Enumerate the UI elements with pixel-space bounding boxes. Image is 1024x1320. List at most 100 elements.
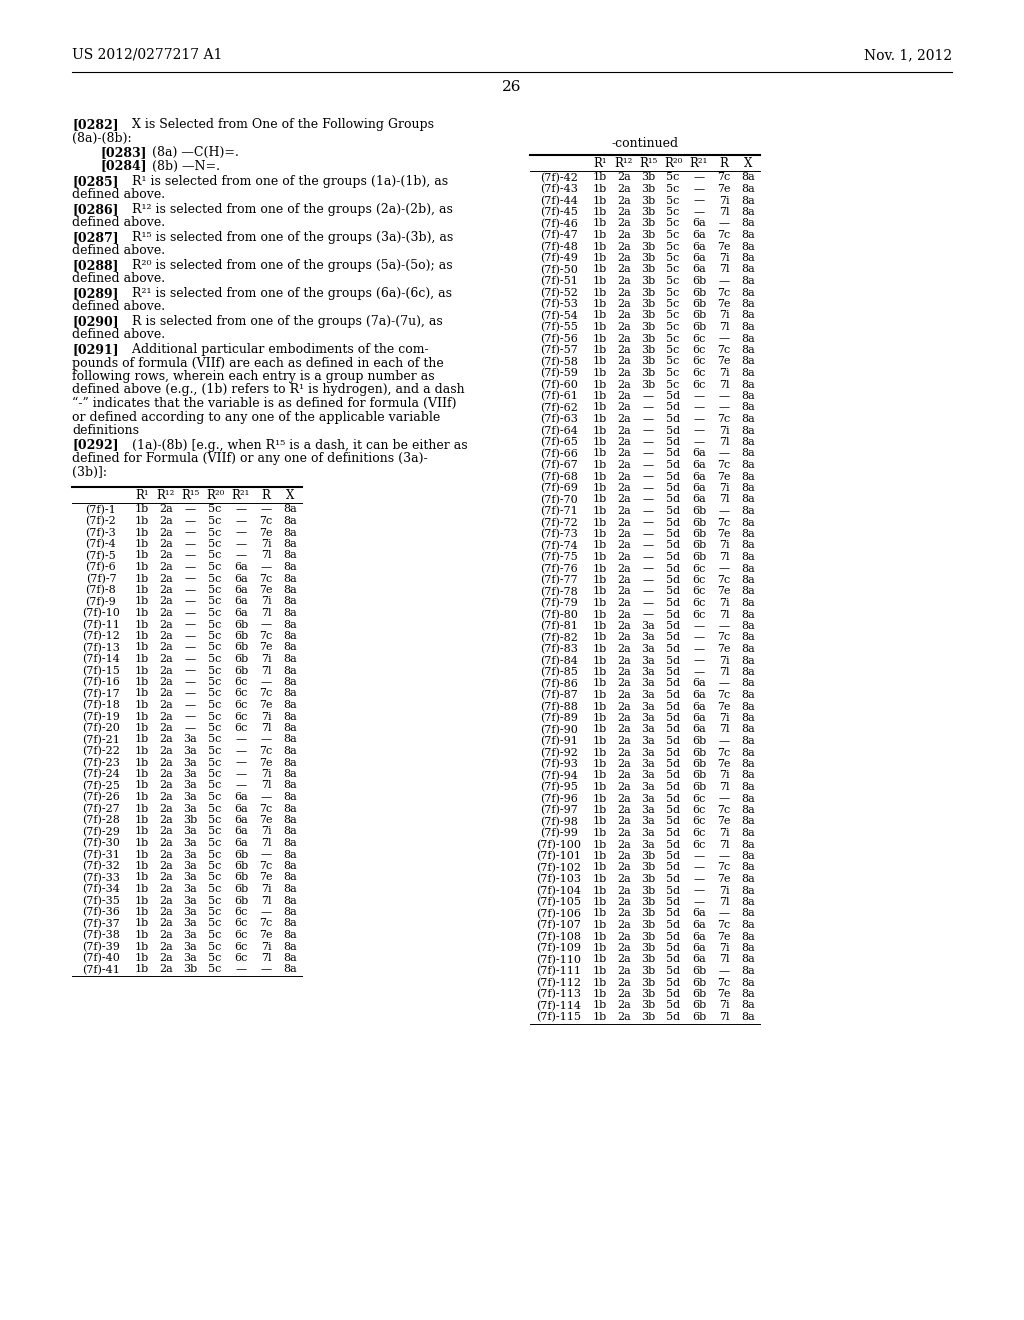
Text: 2a: 2a — [159, 631, 173, 642]
Text: 3b: 3b — [641, 380, 655, 389]
Text: 7i: 7i — [261, 711, 271, 722]
Text: 3b: 3b — [641, 978, 655, 987]
Text: 6a: 6a — [692, 253, 706, 263]
Text: [0286]: [0286] — [72, 203, 119, 216]
Text: —: — — [693, 403, 705, 412]
Text: 1b: 1b — [593, 403, 607, 412]
Text: 2a: 2a — [617, 851, 631, 861]
Text: 2a: 2a — [159, 861, 173, 871]
Text: 1b: 1b — [593, 437, 607, 447]
Text: (7f)-110: (7f)-110 — [537, 954, 582, 965]
Text: 2a: 2a — [617, 173, 631, 182]
Text: (7f)-107: (7f)-107 — [537, 920, 582, 931]
Text: 1b: 1b — [135, 550, 150, 561]
Text: 7e: 7e — [717, 586, 731, 597]
Text: 8a: 8a — [283, 826, 297, 837]
Text: —: — — [236, 734, 247, 744]
Text: 5d: 5d — [666, 552, 680, 562]
Text: 6c: 6c — [234, 723, 248, 733]
Text: —: — — [260, 677, 271, 686]
Text: (7f)-88: (7f)-88 — [540, 701, 578, 711]
Text: 8a: 8a — [741, 183, 755, 194]
Text: 2a: 2a — [159, 941, 173, 952]
Text: 1b: 1b — [593, 989, 607, 999]
Text: 6b: 6b — [692, 1001, 707, 1011]
Text: (7f)-85: (7f)-85 — [540, 667, 578, 677]
Text: 2a: 2a — [617, 322, 631, 333]
Text: (7f)-50: (7f)-50 — [540, 264, 578, 275]
Text: 7c: 7c — [259, 804, 272, 813]
Text: 1b: 1b — [135, 723, 150, 733]
Text: —: — — [184, 711, 196, 722]
Text: 5c: 5c — [667, 288, 680, 297]
Text: 7c: 7c — [718, 862, 731, 873]
Text: (7f)-111: (7f)-111 — [537, 966, 582, 977]
Text: 1b: 1b — [593, 932, 607, 941]
Text: 7e: 7e — [259, 528, 272, 537]
Text: (7f)-49: (7f)-49 — [540, 253, 578, 263]
Text: —: — — [719, 564, 729, 573]
Text: 8a: 8a — [283, 895, 297, 906]
Text: “-” indicates that the variable is as defined for formula (VIIf): “-” indicates that the variable is as de… — [72, 397, 457, 411]
Text: 3b: 3b — [641, 195, 655, 206]
Text: 2a: 2a — [159, 723, 173, 733]
Text: 6a: 6a — [692, 242, 706, 252]
Text: 1b: 1b — [593, 483, 607, 492]
Text: (7f)-78: (7f)-78 — [540, 586, 578, 597]
Text: 3a: 3a — [183, 941, 197, 952]
Text: 1b: 1b — [135, 792, 150, 803]
Text: 2a: 2a — [617, 529, 631, 539]
Text: 2a: 2a — [617, 701, 631, 711]
Text: 8a: 8a — [741, 598, 755, 609]
Text: 1b: 1b — [135, 941, 150, 952]
Text: 8a: 8a — [741, 725, 755, 734]
Text: 2a: 2a — [159, 609, 173, 618]
Text: 2a: 2a — [617, 644, 631, 653]
Text: 5d: 5d — [666, 690, 680, 700]
Text: (7f)-36: (7f)-36 — [82, 907, 120, 917]
Text: 3a: 3a — [183, 758, 197, 767]
Text: —: — — [693, 414, 705, 424]
Text: 5d: 5d — [666, 805, 680, 814]
Text: 2a: 2a — [617, 932, 631, 941]
Text: (7f)-100: (7f)-100 — [537, 840, 582, 850]
Text: (7f)-29: (7f)-29 — [82, 826, 120, 837]
Text: 1b: 1b — [593, 747, 607, 758]
Text: 8a: 8a — [741, 747, 755, 758]
Text: 8a: 8a — [283, 653, 297, 664]
Text: 2a: 2a — [617, 391, 631, 401]
Text: 2a: 2a — [617, 898, 631, 907]
Text: 3a: 3a — [641, 632, 655, 643]
Text: 5d: 5d — [666, 851, 680, 861]
Text: 3b: 3b — [641, 932, 655, 941]
Text: 8a: 8a — [283, 609, 297, 618]
Text: —: — — [184, 653, 196, 664]
Text: —: — — [184, 550, 196, 561]
Text: 6c: 6c — [692, 345, 706, 355]
Text: 1b: 1b — [135, 814, 150, 825]
Text: —: — — [693, 173, 705, 182]
Text: 3a: 3a — [641, 678, 655, 689]
Text: 8a: 8a — [283, 700, 297, 710]
Text: 3b: 3b — [641, 356, 655, 367]
Text: [0284]: [0284] — [100, 160, 146, 173]
Text: (7f)-18: (7f)-18 — [82, 700, 120, 710]
Text: 2a: 2a — [617, 425, 631, 436]
Text: R¹⁵: R¹⁵ — [639, 157, 657, 170]
Text: 1b: 1b — [593, 954, 607, 965]
Text: 3b: 3b — [641, 300, 655, 309]
Text: 5d: 5d — [666, 747, 680, 758]
Text: 5d: 5d — [666, 920, 680, 931]
Text: 6b: 6b — [692, 552, 707, 562]
Text: 6c: 6c — [692, 586, 706, 597]
Text: 2a: 2a — [159, 931, 173, 940]
Text: 6b: 6b — [692, 322, 707, 333]
Text: 8a: 8a — [741, 862, 755, 873]
Text: (7f)-83: (7f)-83 — [540, 644, 578, 655]
Text: 8a: 8a — [741, 817, 755, 826]
Text: 26: 26 — [502, 81, 522, 94]
Text: 2a: 2a — [617, 667, 631, 677]
Text: 1b: 1b — [593, 517, 607, 528]
Text: 8a: 8a — [283, 931, 297, 940]
Text: 6c: 6c — [692, 817, 706, 826]
